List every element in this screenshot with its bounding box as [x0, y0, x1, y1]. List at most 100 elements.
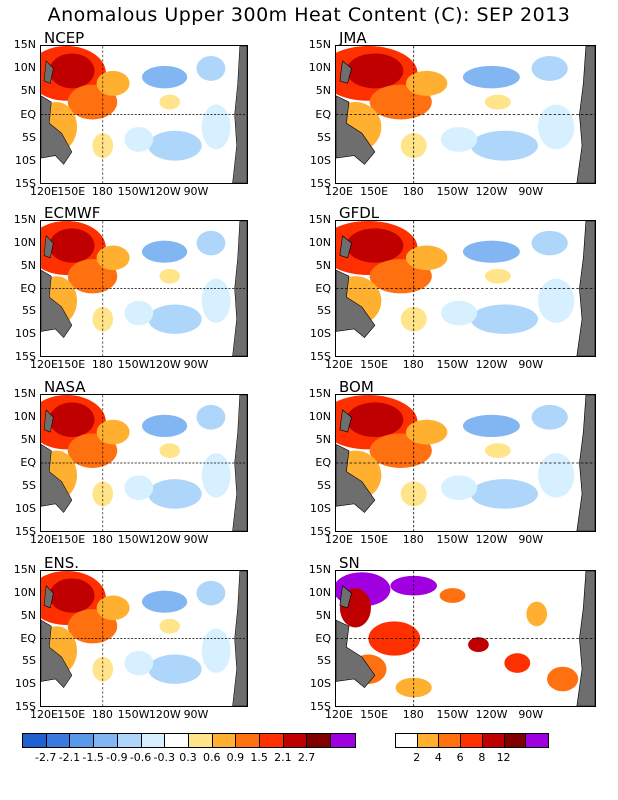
anomaly-patch	[538, 278, 575, 323]
anomaly-patch	[405, 70, 448, 96]
colorbar-label: -2.7	[34, 751, 57, 764]
sn-colorbar	[395, 733, 549, 748]
anomaly-patch	[96, 419, 130, 445]
lat-tick-label: 15S	[310, 350, 331, 363]
anomaly-patch	[92, 481, 114, 507]
colorbar-label: 0.6	[202, 751, 221, 764]
colorbar-label: 6	[456, 751, 464, 764]
panel-label: JMA	[339, 29, 367, 47]
lat-tick-label: 5S	[22, 654, 36, 668]
anomaly-patch	[49, 228, 95, 263]
lat-tick-label: 15N	[13, 563, 36, 576]
anomaly-patch	[148, 479, 202, 509]
anomaly-patch	[440, 300, 478, 326]
lon-tick-label: 150E	[360, 708, 389, 721]
lon-tick-label: 120W	[475, 358, 508, 371]
lat-tick-label: 5S	[22, 304, 36, 318]
lon-tick-label: 150E	[57, 533, 86, 546]
lon-tick-label: 120E	[325, 533, 353, 546]
anomaly-patch	[346, 53, 404, 89]
lat-tick-label: 5S	[317, 654, 331, 668]
panel-label: ECMWF	[44, 204, 101, 222]
anomaly-patch	[405, 419, 448, 445]
anomaly-patch	[96, 595, 130, 621]
lat-tick-label: 5N	[20, 433, 36, 446]
lat-tick-label: 15N	[308, 213, 331, 226]
land-maritime-continent	[336, 585, 376, 689]
anomaly-patch	[49, 53, 95, 89]
colorbar-label: -1.5	[82, 751, 104, 764]
land-maritime-continent	[41, 585, 73, 689]
lon-tick-label: 180	[91, 708, 113, 721]
anomaly-patch	[49, 578, 95, 613]
lat-tick-label: 10N	[13, 235, 36, 249]
lat-tick-label: 10N	[308, 410, 331, 423]
lat-tick-label: 5N	[315, 258, 331, 272]
anomaly-patch	[96, 245, 130, 271]
lon-tick-label: 90W	[183, 185, 209, 198]
heatmap-field	[335, 220, 596, 357]
lat-tick-label: 15S	[310, 177, 331, 190]
anomaly-patch	[470, 130, 539, 161]
lon-tick-label: 120W	[148, 185, 181, 198]
anomaly-patch	[141, 240, 188, 263]
lat-tick-label: 15S	[310, 700, 331, 713]
colorbar-label: 4	[434, 751, 442, 764]
lon-tick-label: 150E	[360, 185, 389, 198]
anomaly-patch	[484, 268, 511, 284]
anomaly-patch	[439, 588, 466, 603]
anomaly-patch	[201, 278, 231, 323]
lon-tick-label: 180	[402, 708, 424, 721]
lon-tick-label: 150W	[117, 708, 150, 721]
lon-tick-label: 120E	[30, 358, 58, 371]
anomaly-patch	[462, 240, 520, 263]
heatmap-field	[40, 570, 248, 707]
colorbar-label: -2.1	[58, 751, 81, 764]
lon-tick-label: 180	[91, 185, 113, 198]
lat-tick-label: EQ	[315, 281, 331, 295]
lon-tick-label: 180	[91, 358, 113, 371]
anomaly-patch	[346, 402, 404, 438]
lat-tick-label: 5S	[317, 130, 331, 144]
anomaly-patch	[159, 94, 181, 110]
anomaly-patch	[440, 475, 478, 501]
lat-tick-label: 5N	[20, 84, 36, 98]
panel-label: BOM	[339, 378, 374, 396]
lon-tick-label: 120E	[325, 185, 353, 198]
colorbar-label: 2	[413, 751, 421, 764]
lat-tick-label: EQ	[315, 107, 331, 121]
lon-tick-label: 90W	[518, 708, 544, 721]
anomaly-patch	[462, 414, 520, 438]
lat-tick-label: 5N	[20, 258, 36, 272]
anomaly-patch	[141, 590, 188, 613]
lat-tick-label: 15N	[308, 563, 331, 576]
land-maritime-continent	[41, 60, 73, 165]
anomaly-patch	[201, 628, 231, 673]
panel-label: NASA	[44, 378, 86, 396]
colorbar-label: 0.3	[179, 751, 197, 764]
colorbar-swatch	[417, 734, 440, 747]
lat-tick-label: 10N	[308, 585, 331, 599]
colorbar-label: 2.1	[274, 751, 292, 764]
anomaly-patch	[49, 402, 95, 438]
lat-tick-label: 10S	[310, 327, 331, 341]
lat-tick-label: 10N	[13, 585, 36, 599]
anomaly-patch	[124, 650, 154, 676]
colorbar-swatch	[188, 734, 213, 747]
anomaly-patch	[141, 414, 188, 438]
colorbar-label: -0.6	[129, 751, 152, 764]
lat-tick-label: 10S	[310, 502, 331, 515]
lat-tick-label: 10S	[15, 327, 36, 341]
lon-tick-label: 150E	[57, 185, 86, 198]
lon-tick-label: 180	[402, 533, 424, 546]
anomaly-patch	[159, 443, 181, 459]
lon-tick-label: 120E	[30, 185, 58, 198]
colorbar-swatch	[439, 734, 462, 747]
land-maritime-continent	[336, 409, 376, 513]
lon-tick-label: 120W	[148, 708, 181, 721]
heatmap-field	[335, 394, 596, 532]
colorbar-swatch	[396, 734, 418, 747]
lon-tick-label: 120W	[475, 185, 508, 198]
colorbar-swatch	[331, 734, 355, 747]
anomaly-patch	[159, 268, 181, 284]
